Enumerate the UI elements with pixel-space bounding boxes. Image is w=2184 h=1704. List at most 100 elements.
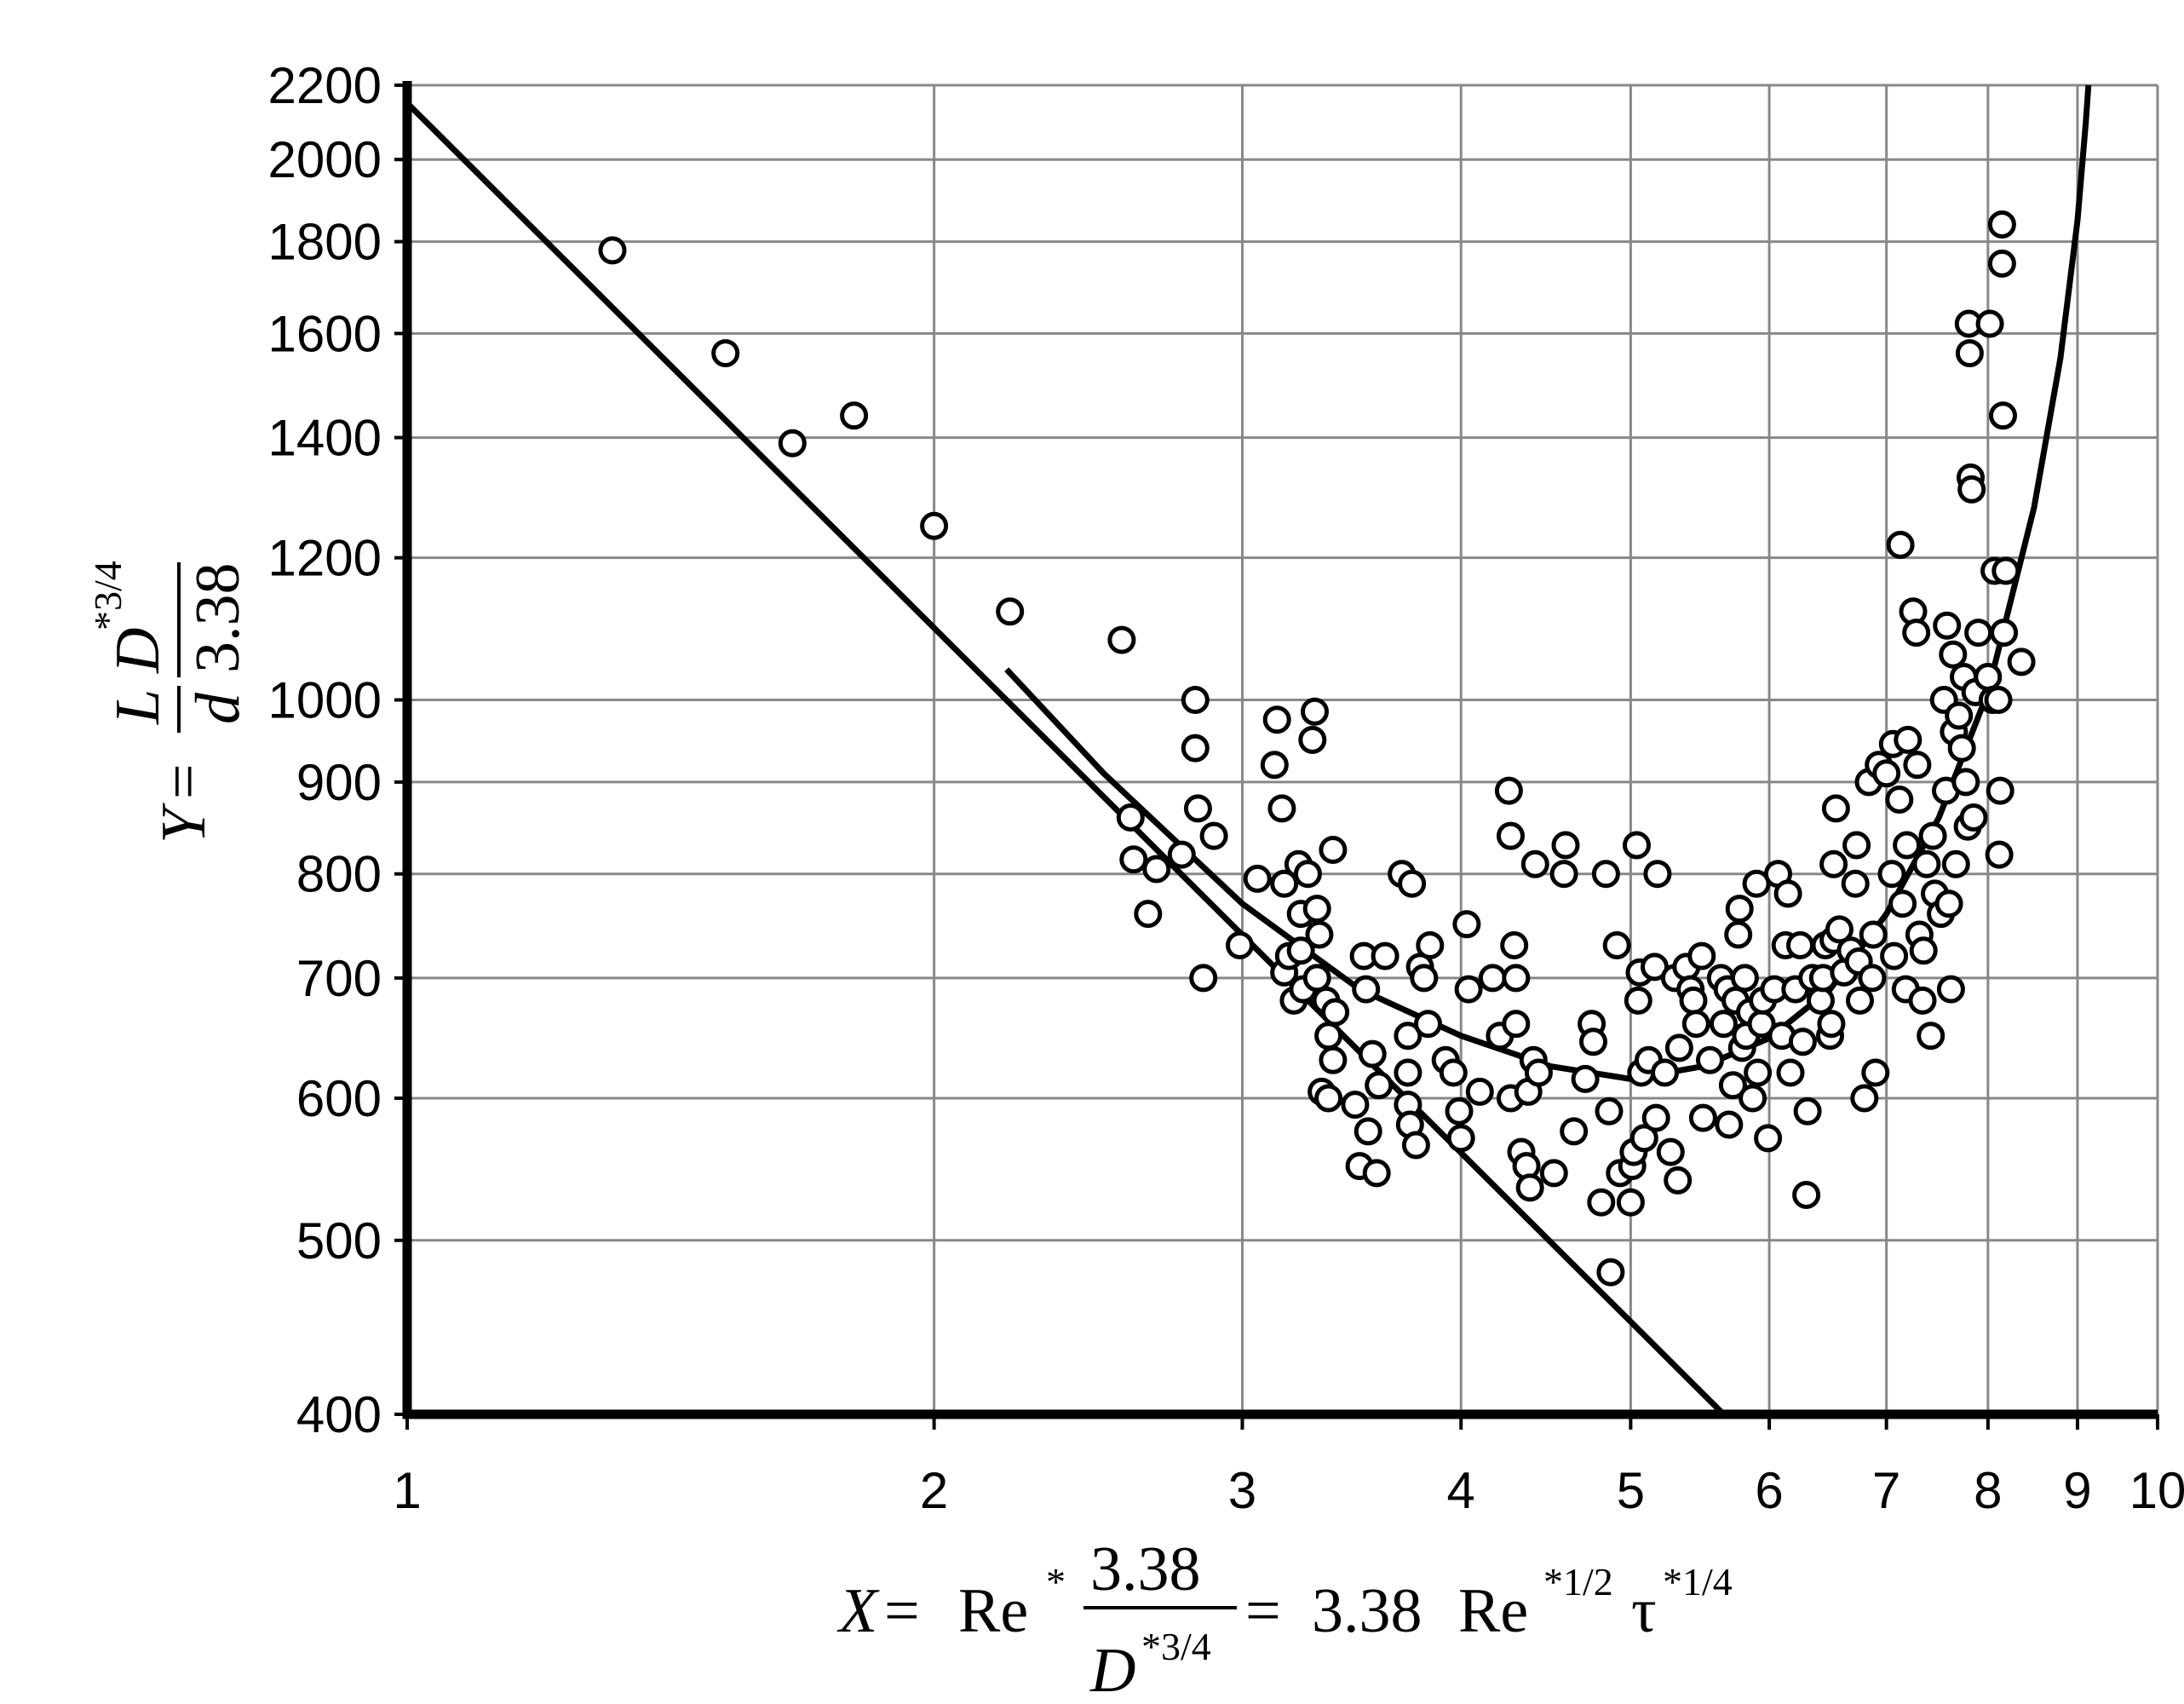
data-point bbox=[1500, 931, 1529, 959]
data-point bbox=[1579, 1028, 1607, 1056]
data-point bbox=[1549, 860, 1578, 889]
data-point bbox=[1314, 1084, 1343, 1113]
data-point bbox=[1629, 1124, 1658, 1153]
data-point bbox=[1394, 1022, 1422, 1051]
data-point bbox=[1401, 1131, 1430, 1160]
data-point bbox=[1861, 1058, 1890, 1087]
data-point bbox=[1446, 1124, 1475, 1153]
data-point bbox=[1842, 831, 1871, 860]
data-point bbox=[1260, 751, 1289, 780]
data-point bbox=[1710, 1010, 1738, 1039]
data-point bbox=[1688, 1103, 1717, 1132]
data-point bbox=[1957, 475, 1986, 504]
data-point bbox=[1903, 751, 1932, 780]
x-tick-label: 4 bbox=[1447, 1462, 1475, 1519]
axes bbox=[394, 81, 2159, 1430]
y-tick-label: 500 bbox=[296, 1212, 382, 1269]
data-point bbox=[1786, 931, 1814, 959]
data-point bbox=[1858, 964, 1887, 993]
data-point bbox=[1945, 701, 1974, 730]
x-tick-labels: 1 2 3 4 5 6 7 8 9 10 bbox=[393, 1462, 2184, 1519]
data-point bbox=[1687, 941, 1716, 970]
data-point bbox=[1819, 849, 1848, 878]
data-point bbox=[1886, 531, 1915, 559]
xlabel-eq: = bbox=[884, 1576, 920, 1646]
x-tick-label: 8 bbox=[1974, 1462, 2002, 1519]
y-tick-label: 1600 bbox=[268, 305, 382, 362]
data-point bbox=[1681, 1010, 1710, 1039]
data-point bbox=[1142, 855, 1171, 884]
data-point bbox=[1773, 879, 1802, 908]
data-point bbox=[1880, 941, 1909, 970]
xlabel-tau: τ bbox=[1631, 1576, 1657, 1646]
data-point bbox=[1595, 1097, 1624, 1125]
data-point bbox=[1502, 1010, 1531, 1039]
data-point bbox=[1664, 1166, 1693, 1195]
data-point bbox=[1262, 705, 1291, 734]
data-point bbox=[1267, 794, 1296, 823]
data-point bbox=[1319, 1045, 1348, 1074]
data-point bbox=[920, 511, 949, 540]
data-point bbox=[1908, 986, 1937, 1015]
data-point bbox=[1912, 849, 1941, 878]
data-point bbox=[1987, 210, 2016, 239]
ylabel-d-exp: *3/4 bbox=[86, 561, 129, 630]
data-point bbox=[1951, 768, 1980, 797]
x-axis-label: X = Re * 3.38 D *3/4 = 3.38 Re *1/2 τ *1… bbox=[836, 1534, 1733, 1704]
x-tick-label: 9 bbox=[2063, 1462, 2091, 1519]
data-point bbox=[1167, 840, 1196, 869]
data-point bbox=[1452, 910, 1481, 939]
ylabel-fraction-numerator-l: L bbox=[103, 689, 173, 725]
data-point bbox=[1975, 309, 2004, 338]
data-point bbox=[1305, 920, 1334, 949]
data-point bbox=[1445, 1097, 1474, 1125]
data-point bbox=[1571, 1064, 1600, 1093]
data-point bbox=[1302, 895, 1331, 924]
data-point bbox=[1990, 619, 2019, 648]
data-point bbox=[1817, 1010, 1846, 1039]
data-point bbox=[1696, 1045, 1724, 1074]
data-point bbox=[1596, 1258, 1625, 1287]
ylabel-d-big: D bbox=[103, 628, 173, 674]
x-tick-label: 2 bbox=[920, 1462, 948, 1519]
data-point bbox=[1107, 625, 1136, 654]
data-point bbox=[1270, 869, 1299, 898]
y-tick-label: 900 bbox=[296, 754, 382, 811]
data-point bbox=[1807, 986, 1835, 1015]
data-point bbox=[1909, 936, 1938, 965]
y-axis-label: Y = L d D *3/4 3.38 bbox=[86, 561, 253, 843]
y-tick-label: 2200 bbox=[268, 57, 382, 114]
data-point bbox=[1414, 1010, 1442, 1039]
data-point bbox=[1792, 1181, 1821, 1209]
data-point bbox=[1591, 860, 1620, 889]
x-tick-label: 10 bbox=[2129, 1462, 2184, 1519]
x-tick-label: 1 bbox=[393, 1462, 421, 1519]
curved-fit-line bbox=[1004, 84, 2092, 1082]
data-point bbox=[1679, 986, 1708, 1015]
data-point bbox=[1877, 860, 1906, 889]
data-point bbox=[1955, 339, 1984, 368]
data-point bbox=[1520, 849, 1549, 878]
xlabel-x: X bbox=[836, 1576, 880, 1646]
data-point bbox=[1362, 1159, 1391, 1188]
data-point bbox=[1189, 964, 1218, 993]
ylabel-fraction-denominator-338: 3.38 bbox=[183, 563, 253, 674]
data-point bbox=[1398, 869, 1427, 898]
y-tick-label: 700 bbox=[296, 950, 382, 1007]
xlabel-re-star: * bbox=[1046, 1560, 1066, 1603]
data-point bbox=[1917, 1022, 1945, 1051]
data-point bbox=[1788, 1028, 1817, 1056]
data-point bbox=[1651, 1058, 1679, 1087]
data-point bbox=[1754, 1124, 1783, 1153]
data-point bbox=[1301, 697, 1329, 726]
data-point bbox=[1841, 869, 1870, 898]
data-point bbox=[1825, 915, 1854, 944]
data-point bbox=[1365, 1071, 1394, 1100]
data-point bbox=[1885, 786, 1914, 814]
data-point bbox=[1984, 686, 2013, 714]
data-point bbox=[1358, 1039, 1387, 1068]
data-point bbox=[1616, 1188, 1645, 1217]
ylabel-fraction-denominator-d: d bbox=[183, 692, 253, 724]
data-point bbox=[1587, 1188, 1616, 1217]
xlabel-re2: Re bbox=[1458, 1576, 1528, 1646]
